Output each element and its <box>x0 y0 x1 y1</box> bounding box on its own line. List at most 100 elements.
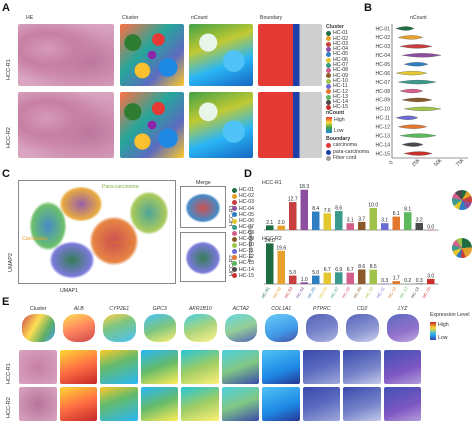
gene-header: ACTA2 <box>232 306 249 312</box>
bar-value-label: 3.1 <box>381 218 388 224</box>
violin-y-label: HC-09 <box>376 98 391 104</box>
bar-value-label: 8.1 <box>404 207 411 213</box>
legend-label: HC-12 <box>239 254 254 261</box>
violin-shape <box>401 142 424 147</box>
legend-swatch <box>326 89 331 95</box>
gene-tissue-r2 <box>302 387 340 421</box>
legend-label: HC-12 <box>333 88 348 95</box>
violin-y-label: HC-05 <box>376 62 391 68</box>
gene-tissue-r1 <box>343 350 381 384</box>
expr-colorbar <box>430 322 436 340</box>
label-para-carcinoma: Para-carcinoma <box>102 184 139 190</box>
bar-value-label: 18.3 <box>299 184 309 190</box>
ncount-legend-title: nCount <box>326 110 345 116</box>
legend-swatch <box>326 94 331 100</box>
legend-swatch <box>232 188 237 193</box>
legend-label: HC-05 <box>333 51 348 58</box>
legend-label: HC-03 <box>239 199 254 206</box>
bar <box>323 272 331 284</box>
bar-value-label: 6.7 <box>347 267 354 273</box>
bar-x-tick: HC-08 <box>341 285 352 299</box>
bar <box>404 212 412 230</box>
gene-tissue-r1 <box>221 350 259 384</box>
bar-value-label: 0.0 <box>427 225 434 231</box>
bar-value-label: 2.1 <box>266 220 273 226</box>
bar-x-tick: HC-09 <box>352 285 363 299</box>
legend-label: HC-14 <box>239 266 254 273</box>
bar-value-label: 12.7 <box>288 197 298 203</box>
violin-y-label: HC-03 <box>376 44 391 50</box>
umap-y-label: UMAP2 <box>8 253 14 272</box>
legend-label: HC-13 <box>239 260 254 267</box>
legend-swatch <box>326 36 331 42</box>
legend-label: HC-06 <box>239 217 254 224</box>
violin-y-label: HC-13 <box>376 133 391 139</box>
violin-plot: HC-01 HC-02 HC-03 HC-04 HC-05 HC-06 HC-07 HC-08… <box>376 24 468 159</box>
violin-shape <box>395 70 428 76</box>
violin-shape <box>397 124 428 129</box>
bar-value-label: 24.0 <box>265 238 275 244</box>
bar <box>300 189 308 230</box>
gene-tissue-r1 <box>59 350 97 384</box>
bar-value-label: 8.6 <box>335 206 342 212</box>
legend-swatch <box>232 194 237 200</box>
violin-title: nCount <box>410 15 427 21</box>
legend-swatch <box>326 46 331 52</box>
legend-swatch <box>326 149 331 155</box>
bar <box>335 272 343 284</box>
bar <box>289 275 297 284</box>
expr-high-label: High <box>438 322 449 328</box>
expr-legend-title: Expression Level <box>430 312 470 318</box>
bar-x-tick: HC-12 <box>387 285 398 299</box>
legend-swatch <box>232 212 237 218</box>
legend-label: HC-04 <box>333 46 348 53</box>
bar <box>346 223 354 230</box>
gene-header: LYZ <box>398 306 408 312</box>
gene-header: CD2 <box>357 306 368 312</box>
panel-label-e: E <box>2 296 10 308</box>
violin-y-label: HC-12 <box>376 125 391 131</box>
cluster-map-r1 <box>120 24 184 86</box>
bar <box>392 281 400 284</box>
gene-tissue-r2 <box>383 387 421 421</box>
legend-swatch <box>232 236 237 242</box>
bar-x-tick: HC-03 <box>283 285 294 299</box>
bar-x-tick: HC-05 <box>306 285 317 299</box>
bar <box>358 269 366 284</box>
boundary-map-r1 <box>258 24 322 86</box>
ncount-map-r1 <box>189 24 253 86</box>
gene-header: Cluster <box>30 306 47 312</box>
bar <box>369 269 377 284</box>
bar <box>346 272 354 284</box>
legend-label: HC-02 <box>239 193 254 200</box>
legend-swatch <box>232 255 237 261</box>
violin-y-label: HC-01 <box>376 26 391 32</box>
legend-swatch <box>232 230 237 236</box>
bar <box>392 216 400 230</box>
bar <box>358 221 366 230</box>
bar-value-label: 3.7 <box>358 216 365 222</box>
legend-label: HC-05 <box>239 211 254 218</box>
violin-shape <box>403 62 429 67</box>
legend-label: HC-08 <box>239 229 254 236</box>
legend-label: HC-14 <box>333 99 348 106</box>
umap-cluster-blob <box>185 193 221 223</box>
bar-title-r1: HCC-R1 <box>262 180 282 186</box>
merge-label: Merge <box>196 180 211 186</box>
label-fiber-cord: Fiber cord <box>110 240 134 246</box>
umap-r2 <box>180 232 226 282</box>
gene-header: AKR1B10 <box>188 306 212 312</box>
bar-value-label: 3.0 <box>427 273 434 279</box>
col-header-ncount: nCount <box>191 15 208 21</box>
umap-cluster-blob <box>59 186 103 222</box>
bar-value-label: 8.4 <box>312 206 319 212</box>
boundary-legend-title: Boundary <box>326 136 351 142</box>
umap-cluster-blob <box>89 216 139 266</box>
legend-swatch <box>232 267 237 273</box>
violin-shape <box>399 133 437 138</box>
legend-swatch <box>326 105 331 111</box>
bar-value-label: 1.0 <box>301 277 308 283</box>
bar <box>427 278 435 284</box>
bar-value-label: 10.0 <box>368 203 378 209</box>
legend-swatch <box>232 261 237 267</box>
